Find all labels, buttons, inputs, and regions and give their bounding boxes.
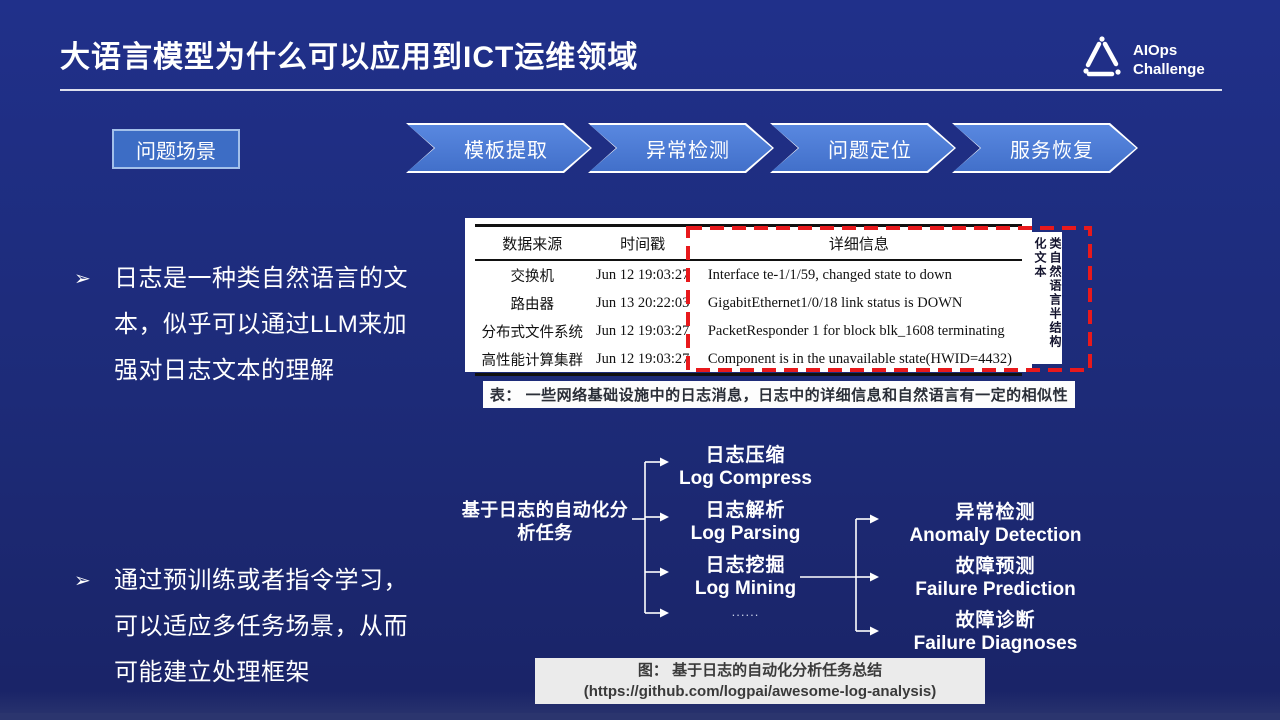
- pipeline-step-problem-localization: 问题定位: [770, 123, 956, 173]
- cell-source: 路由器: [510, 296, 555, 313]
- task-label-en: Log Parsing: [690, 523, 801, 544]
- logo-line1: AIOps: [1133, 41, 1178, 59]
- diagram-ellipsis: ......: [731, 604, 760, 619]
- log-table: 数据来源 时间戳 详细信息 交换机 Jun 12 19:03:27 Interf…: [475, 224, 1022, 376]
- figure-caption-line2: (https://github.com/logpai/awesome-log-a…: [583, 683, 937, 700]
- pipeline-step-label: 异常检测: [646, 139, 730, 162]
- pipeline-step-service-recovery: 服务恢复: [952, 123, 1138, 173]
- vertical-annotation: 类自然语言半结构 化文本: [1032, 232, 1062, 364]
- task-label-zh: 故障预测: [955, 556, 1036, 577]
- cell-source: 分布式文件系统: [481, 324, 584, 341]
- figure-caption-line1: 图： 基于日志的自动化分析任务总结: [637, 662, 883, 679]
- table-row: 高性能计算集群 Jun 12 19:03:27 Component is in …: [475, 345, 1022, 375]
- scenario-label: 问题场景: [112, 129, 240, 169]
- page-title: 大语言模型为什么可以应用到ICT运维领域: [60, 41, 639, 74]
- aiops-logo-icon: [1078, 34, 1124, 85]
- task-label-en: Failure Prediction: [915, 579, 1076, 600]
- log-table-card: 数据来源 时间戳 详细信息 交换机 Jun 12 19:03:27 Interf…: [465, 218, 1032, 375]
- pipeline-step-label: 问题定位: [828, 139, 912, 162]
- task-anomaly-detection: 异常检测 Anomaly Detection: [893, 502, 1098, 548]
- bullet-text: 日志是一种类自然语言的文本，似乎可以通过LLM来加强对日志文本的理解: [114, 265, 408, 384]
- task-label-zh: 日志压缩: [705, 445, 786, 466]
- cell-source: 高性能计算集群: [481, 352, 584, 369]
- bullet-arrow-icon: ➢: [74, 570, 91, 592]
- task-failure-prediction: 故障预测 Failure Prediction: [893, 556, 1098, 602]
- logo-line2: Challenge: [1133, 60, 1205, 78]
- col-header-source: 数据来源: [502, 237, 563, 253]
- task-log-mining: 日志挖掘 Log Mining: [648, 555, 843, 601]
- task-label-zh: 日志解析: [705, 500, 786, 521]
- cell-timestamp: Jun 12 19:03:27: [595, 322, 690, 339]
- cell-detail: GigabitEthernet1/0/18 link status is DOW…: [707, 294, 963, 311]
- col-header-detail: 详细信息: [828, 237, 889, 253]
- bullet-arrow-icon: ➢: [74, 268, 91, 290]
- table-row: 分布式文件系统 Jun 12 19:03:27 PacketResponder …: [475, 317, 1022, 345]
- bottom-edge-strip: [0, 713, 1280, 720]
- logo-text: AIOps Challenge: [1133, 41, 1205, 79]
- col-header-timestamp: 时间戳: [620, 237, 666, 253]
- task-label-en: Log Mining: [694, 578, 797, 599]
- task-log-compress: 日志压缩 Log Compress: [648, 445, 843, 491]
- vertical-annotation-col2: 化文本: [1033, 237, 1047, 279]
- cell-detail: Component is in the unavailable state(HW…: [707, 350, 1012, 367]
- cell-timestamp: Jun 13 20:22:03: [595, 294, 690, 311]
- title-underline: [60, 89, 1222, 91]
- cell-timestamp: Jun 12 19:03:27: [595, 350, 690, 367]
- bullet-point-1: ➢ 日志是一种类自然语言的文本，似乎可以通过LLM来加强对日志文本的理解: [74, 256, 426, 394]
- task-label-en: Log Compress: [678, 468, 813, 489]
- table-caption-text: 表： 一些网络基础设施中的日志消息，日志中的详细信息和自然语言有一定的相似性: [489, 387, 1069, 404]
- bullet-text: 通过预训练或者指令学习，可以适应多任务场景，从而可能建立处理框架: [114, 567, 408, 686]
- pipeline-step-anomaly-detection: 异常检测: [588, 123, 774, 173]
- task-label-zh: 异常检测: [955, 502, 1036, 523]
- task-label-en: Anomaly Detection: [909, 525, 1082, 546]
- pipeline-step-template-extraction: 模板提取: [406, 123, 592, 173]
- bullet-point-2: ➢ 通过预训练或者指令学习，可以适应多任务场景，从而可能建立处理框架: [74, 558, 426, 696]
- vertical-annotation-col1: 类自然语言半结构: [1048, 237, 1062, 349]
- pipeline-step-label: 模板提取: [464, 139, 548, 162]
- table-row: 路由器 Jun 13 20:22:03 GigabitEthernet1/0/1…: [475, 289, 1022, 317]
- pipeline-step-label: 服务恢复: [1010, 139, 1094, 162]
- task-log-parsing: 日志解析 Log Parsing: [648, 500, 843, 546]
- cell-timestamp: Jun 12 19:03:27: [595, 266, 690, 283]
- diagram-root-label: 基于日志的自动化分析任务: [461, 500, 629, 543]
- table-row: 交换机 Jun 12 19:03:27 Interface te-1/1/59,…: [475, 260, 1022, 289]
- table-caption: 表： 一些网络基础设施中的日志消息，日志中的详细信息和自然语言有一定的相似性: [483, 381, 1075, 408]
- aiops-challenge-logo: AIOps Challenge: [1078, 34, 1205, 85]
- task-failure-diagnoses: 故障诊断 Failure Diagnoses: [893, 610, 1098, 656]
- task-label-zh: 日志挖掘: [705, 555, 786, 576]
- cell-source: 交换机: [510, 268, 555, 285]
- figure-caption: 图： 基于日志的自动化分析任务总结 (https://github.com/lo…: [535, 658, 985, 704]
- cell-detail: Interface te-1/1/59, changed state to do…: [707, 266, 952, 283]
- cell-detail: PacketResponder 1 for block blk_1608 ter…: [707, 322, 1005, 339]
- task-label-zh: 故障诊断: [955, 610, 1036, 631]
- task-label-en: Failure Diagnoses: [913, 633, 1078, 654]
- table-header-row: 数据来源 时间戳 详细信息: [475, 225, 1022, 260]
